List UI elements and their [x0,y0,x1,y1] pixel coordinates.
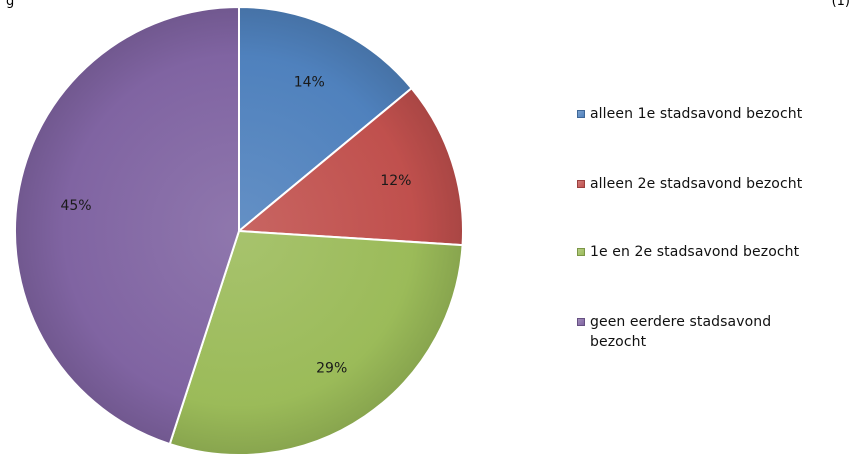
legend-item-alleen-1e: alleen 1e stadsavond bezocht [577,104,852,124]
clipped-title-fragment-right: (1) [831,0,850,9]
slice-value-label-alleen-1e: 14% [294,75,325,91]
legend-swatch-geen-eerdere [577,318,585,326]
legend-label-alleen-1e: alleen 1e stadsavond bezocht [590,106,803,122]
legend-swatch-alleen-2e [577,180,585,188]
legend-item-alleen-2e: alleen 2e stadsavond bezocht [577,174,852,194]
legend-item-geen-eerdere: geen eerdere stadsavond bezocht [577,312,817,352]
pie-slice-geen-eerdere [14,6,240,446]
clipped-title-fragment-left: g [6,0,15,9]
slice-value-label-1e-en-2e: 29% [316,361,347,377]
legend-item-1e-en-2e: 1e en 2e stadsavond bezocht [577,242,852,262]
slice-value-label-geen-eerdere: 45% [60,198,91,214]
pie-slice-alleen-2e [238,87,464,247]
slice-value-label-alleen-2e: 12% [380,173,411,189]
legend-label-1e-en-2e: 1e en 2e stadsavond bezocht [590,244,800,260]
legend-label-geen-eerdere: geen eerdere stadsavond bezocht [590,314,772,350]
legend-swatch-alleen-1e [577,110,585,118]
pie-slice-1e-en-2e [168,230,464,455]
legend-swatch-1e-en-2e [577,248,585,256]
legend-label-alleen-2e: alleen 2e stadsavond bezocht [590,176,803,192]
pie-slice-alleen-1e [238,6,413,232]
